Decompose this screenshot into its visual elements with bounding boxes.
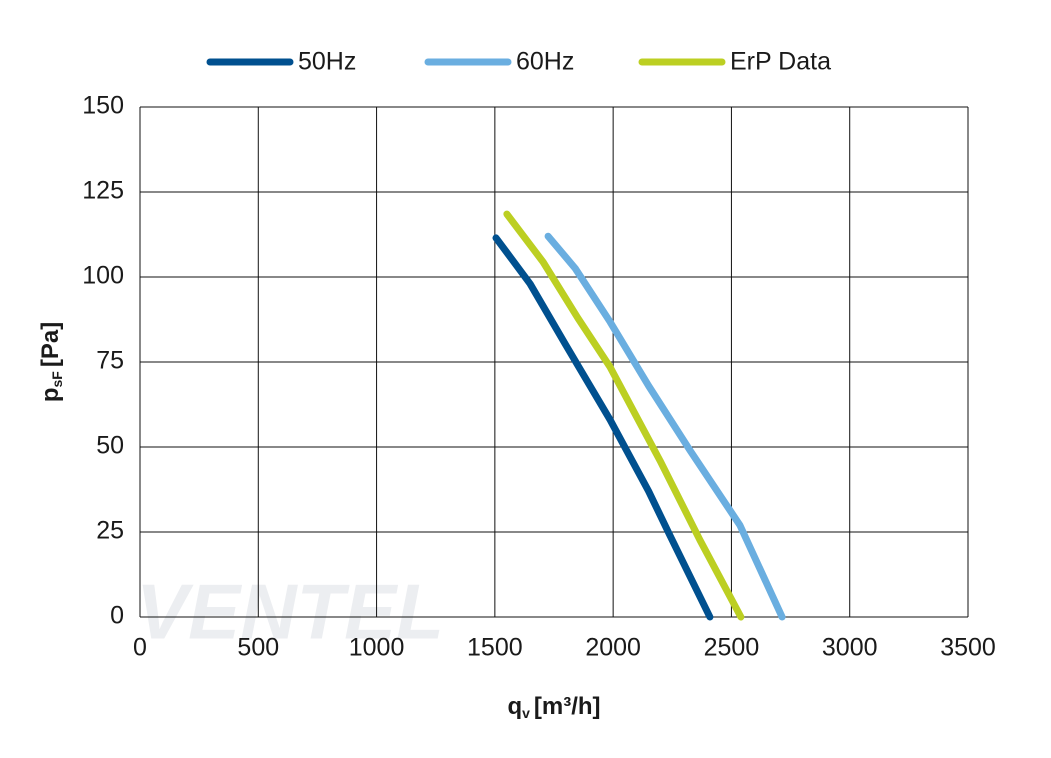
x-tick-label: 500 <box>237 634 279 662</box>
legend-label: 60Hz <box>516 48 574 76</box>
y-tick-label: 0 <box>110 602 124 630</box>
y-tick-label: 100 <box>82 262 124 290</box>
series-line <box>503 210 745 621</box>
legend-label: ErP Data <box>730 48 831 76</box>
y-tick-label: 25 <box>96 517 124 545</box>
x-tick-label: 2000 <box>585 634 641 662</box>
x-tick-label: 3000 <box>822 634 878 662</box>
x-tick-label: 0 <box>133 634 147 662</box>
x-tick-label: 2500 <box>704 634 760 662</box>
y-axis-label: psF [Pa] <box>37 322 64 402</box>
x-tick-label: 1500 <box>467 634 523 662</box>
series-line <box>544 232 786 621</box>
y-label-subscript: sF <box>49 371 65 388</box>
y-tick-label: 125 <box>82 177 124 205</box>
y-label-symbol: p <box>37 388 64 403</box>
y-tick-label: 75 <box>96 347 124 375</box>
x-label-unit: [m³/h] <box>534 693 601 720</box>
x-label-subscript: v <box>522 705 530 721</box>
x-tick-label: 1000 <box>349 634 405 662</box>
x-label-symbol: q <box>507 693 522 720</box>
watermark: VENTEL <box>136 568 444 656</box>
y-tick-label: 150 <box>82 92 124 120</box>
x-axis-label: qv [m³/h] <box>507 693 600 720</box>
y-label-unit: [Pa] <box>37 322 64 367</box>
y-tick-label: 50 <box>96 432 124 460</box>
x-tick-label: 3500 <box>940 634 996 662</box>
legend-label: 50Hz <box>298 48 356 76</box>
series-line <box>492 234 714 621</box>
